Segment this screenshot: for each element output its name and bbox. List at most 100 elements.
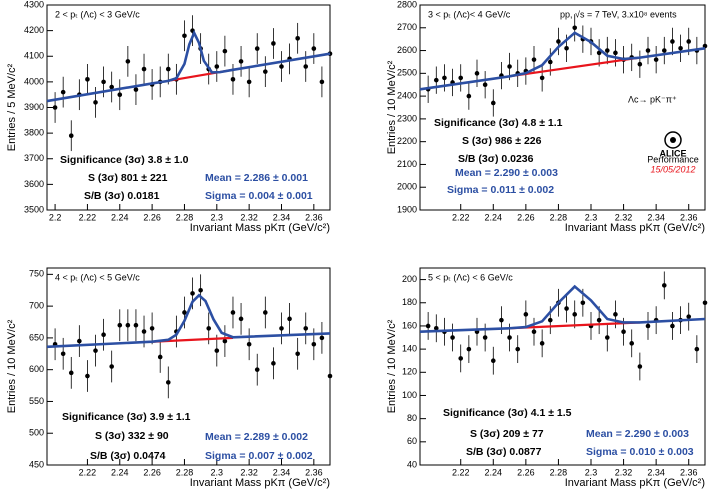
y-tick-label: 200 <box>402 274 417 284</box>
logo-mark <box>670 137 676 143</box>
stat-sigma: Sigma = 0.004 ± 0.001 <box>205 190 313 202</box>
data-point <box>141 329 147 334</box>
x-tick-label: 2.28 <box>176 212 194 222</box>
data-point <box>547 59 553 65</box>
data-point <box>482 82 488 88</box>
data-point <box>645 48 651 53</box>
decay-channel: Λc→ pK⁻π⁺ <box>628 94 677 104</box>
data-point <box>141 66 147 72</box>
data-point <box>425 323 431 329</box>
y-tick-label: 3600 <box>24 179 44 189</box>
x-axis-title: Invariant Mass pKπ (GeV/c²) <box>190 222 330 234</box>
x-tick-label: 2.24 <box>485 467 503 477</box>
data-point <box>263 310 268 315</box>
data-point <box>450 335 455 340</box>
data-point <box>433 77 439 83</box>
data-point <box>653 57 659 62</box>
data-point <box>702 300 708 306</box>
data-point <box>246 341 252 347</box>
data-point <box>311 341 317 347</box>
x-tick-label: 2.28 <box>550 467 568 477</box>
x-tick-label: 2.34 <box>273 467 291 477</box>
y-tick-label: 2400 <box>397 90 417 100</box>
data-point <box>694 346 700 352</box>
y-tick-label: 40 <box>407 459 417 469</box>
x-tick-label: 2.26 <box>517 467 535 477</box>
y-tick-label: 100 <box>402 390 417 400</box>
data-point <box>77 338 82 344</box>
background <box>509 56 641 78</box>
data-point <box>686 39 692 44</box>
data-point <box>433 325 439 331</box>
data-point <box>60 89 66 95</box>
x-tick-label: 2.26 <box>517 212 535 222</box>
stat-s: S (3σ) 332 ± 90 <box>95 430 169 442</box>
x-tick-label: 2.24 <box>485 212 503 222</box>
y-tick-label: 1900 <box>397 204 417 214</box>
x-tick-label: 2.32 <box>240 212 258 222</box>
stat-sigma: Sigma = 0.007 ± 0.002 <box>205 450 313 462</box>
data-point <box>295 351 300 357</box>
data-point <box>133 322 139 328</box>
x-tick-label: 2.2 <box>49 212 62 222</box>
y-tick-label: 600 <box>29 364 44 374</box>
data-point <box>125 322 131 328</box>
data-point <box>572 25 578 31</box>
x-tick-label: 2.36 <box>680 212 698 222</box>
data-point <box>507 335 512 340</box>
data-point <box>93 348 98 353</box>
data-point <box>678 45 683 51</box>
data-point <box>279 64 284 69</box>
data-point <box>604 335 610 340</box>
y-tick-label: 2800 <box>397 0 417 9</box>
y-tick-label: 3800 <box>24 128 44 138</box>
data-point <box>165 380 171 385</box>
data-point <box>580 300 586 306</box>
stat-mean: Mean = 2.289 ± 0.002 <box>205 431 308 443</box>
panel-title: 4 < pₜ (Λc) < 5 GeV/c <box>55 272 140 282</box>
x-tick-label: 2.3 <box>585 212 598 222</box>
plot-frame <box>419 267 706 466</box>
data-point <box>458 356 464 361</box>
y-tick-label: 750 <box>29 269 44 279</box>
stat-mean: Mean = 2.286 ± 0.001 <box>205 172 308 184</box>
data-point <box>68 370 74 376</box>
data-point <box>531 329 537 335</box>
x-tick-label: 2.32 <box>240 467 258 477</box>
stat-sb: S/B (3σ) 0.0474 <box>90 450 166 462</box>
data-point <box>564 306 569 311</box>
collision-info: pp, √s = 7 TeV, 3.x10⁸ events <box>560 9 677 19</box>
data-point <box>295 36 300 41</box>
data-point <box>222 48 228 54</box>
data-point <box>474 71 480 76</box>
panel-title: 3 < pₜ (Λc)< 4 GeV/c <box>428 9 511 19</box>
y-tick-label: 4100 <box>24 51 44 61</box>
y-tick-label: 3500 <box>24 204 44 214</box>
data-point <box>303 326 309 331</box>
stat-significance: Significance (3σ) 4.1 ± 1.5 <box>443 407 572 419</box>
data-point <box>238 316 244 322</box>
data-point <box>564 45 569 51</box>
x-tick-label: 2.22 <box>79 212 97 222</box>
plot-frame <box>419 4 706 211</box>
data-point <box>52 105 58 110</box>
data-point <box>531 57 537 62</box>
stat-s: S (3σ) 209 ± 77 <box>470 428 544 440</box>
data-point <box>238 59 244 64</box>
y-tick-label: 4300 <box>24 0 44 9</box>
data-point <box>596 317 602 323</box>
data-point <box>109 364 114 369</box>
y-axis-title: Entries / 10 MeV/c² <box>6 319 18 413</box>
fit <box>419 284 706 334</box>
data-point <box>629 341 635 346</box>
x-tick-label: 2.36 <box>680 467 698 477</box>
data-point <box>85 77 90 82</box>
stat-sigma: Sigma = 0.010 ± 0.003 <box>586 446 694 458</box>
stat-s: S (3σ) 986 ± 226 <box>462 135 542 147</box>
data-point <box>182 310 187 315</box>
y-tick-label: 3700 <box>24 153 44 163</box>
data-point <box>222 338 228 344</box>
data-point <box>572 312 578 317</box>
x-tick-label: 2.26 <box>143 467 161 477</box>
y-tick-label: 3900 <box>24 102 44 112</box>
